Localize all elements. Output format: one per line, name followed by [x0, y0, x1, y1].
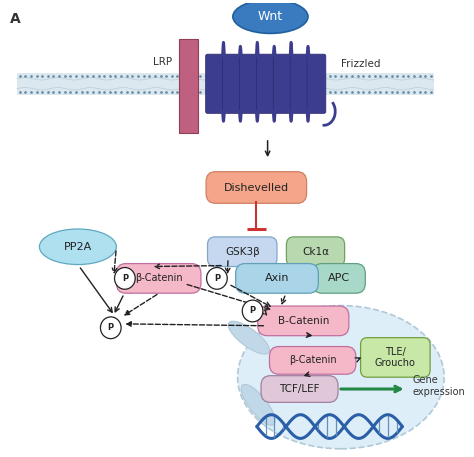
Ellipse shape	[241, 384, 275, 425]
FancyBboxPatch shape	[286, 237, 345, 266]
Text: GSK3β: GSK3β	[225, 247, 260, 257]
Text: TLE/
Groucho: TLE/ Groucho	[375, 346, 416, 368]
FancyBboxPatch shape	[208, 237, 277, 266]
Text: B-Catenin: B-Catenin	[278, 316, 329, 326]
FancyBboxPatch shape	[236, 264, 319, 293]
Text: LRP: LRP	[153, 57, 172, 67]
Text: Dishevelled: Dishevelled	[224, 182, 289, 192]
Text: P: P	[214, 274, 220, 283]
FancyBboxPatch shape	[258, 306, 349, 336]
FancyBboxPatch shape	[290, 54, 309, 113]
FancyBboxPatch shape	[273, 54, 292, 113]
Text: P: P	[249, 307, 255, 315]
Circle shape	[242, 300, 263, 322]
FancyBboxPatch shape	[206, 172, 307, 203]
Text: β-Catenin: β-Catenin	[135, 273, 182, 283]
FancyBboxPatch shape	[261, 376, 338, 402]
Text: PP2A: PP2A	[64, 242, 92, 252]
Text: β-Catenin: β-Catenin	[289, 356, 337, 366]
Ellipse shape	[233, 0, 308, 33]
FancyBboxPatch shape	[222, 54, 241, 113]
Text: Wnt: Wnt	[258, 10, 283, 23]
FancyBboxPatch shape	[361, 338, 430, 377]
FancyBboxPatch shape	[256, 54, 275, 113]
Text: APC: APC	[328, 273, 350, 283]
Ellipse shape	[228, 321, 269, 354]
Circle shape	[115, 267, 135, 289]
Text: A: A	[10, 12, 21, 26]
Bar	[17, 73, 434, 95]
FancyBboxPatch shape	[206, 54, 224, 113]
Text: Ck1α: Ck1α	[302, 247, 329, 257]
Text: Frizzled: Frizzled	[341, 59, 380, 69]
FancyBboxPatch shape	[313, 264, 365, 293]
Circle shape	[100, 317, 121, 339]
FancyBboxPatch shape	[117, 264, 201, 293]
FancyBboxPatch shape	[239, 54, 258, 113]
FancyBboxPatch shape	[270, 346, 356, 374]
Text: TCF/LEF: TCF/LEF	[279, 384, 320, 394]
Ellipse shape	[39, 229, 117, 265]
Circle shape	[207, 267, 227, 289]
Bar	[179, 39, 198, 133]
Text: Axin: Axin	[265, 273, 289, 283]
Text: Gene
expression: Gene expression	[412, 375, 465, 397]
Ellipse shape	[237, 306, 444, 449]
Text: P: P	[122, 274, 128, 283]
FancyBboxPatch shape	[307, 54, 326, 113]
Text: P: P	[108, 323, 114, 332]
